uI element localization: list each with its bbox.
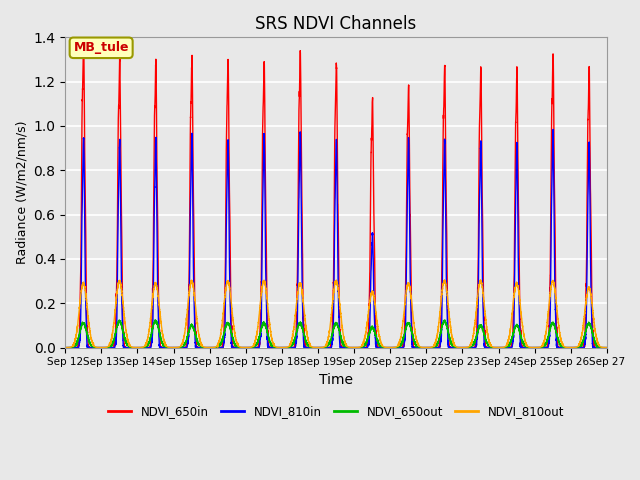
NDVI_650in xyxy=(80,35,88,40)
NDVI_810in xyxy=(172,345,179,350)
NDVI_810out xyxy=(177,343,185,348)
NDVI_810in xyxy=(411,345,419,350)
NDVI_650out xyxy=(152,317,159,323)
NDVI_650out xyxy=(172,345,179,350)
NDVI_650out xyxy=(264,332,272,338)
NDVI_650in xyxy=(603,345,611,350)
NDVI_810in xyxy=(488,345,495,350)
NDVI_810in xyxy=(177,345,185,350)
NDVI_810in xyxy=(61,345,69,350)
NDVI_810out xyxy=(411,326,419,332)
NDVI_810in xyxy=(549,127,557,132)
Line: NDVI_650out: NDVI_650out xyxy=(65,320,607,348)
Text: MB_tule: MB_tule xyxy=(74,41,129,54)
NDVI_810out xyxy=(603,345,611,350)
NDVI_810out xyxy=(601,345,609,350)
NDVI_810out xyxy=(61,345,69,350)
Line: NDVI_810in: NDVI_810in xyxy=(65,130,607,348)
NDVI_650out xyxy=(61,345,69,350)
NDVI_650in xyxy=(61,345,69,350)
NDVI_650in xyxy=(177,345,185,350)
NDVI_650in xyxy=(488,345,495,350)
NDVI_810out xyxy=(488,344,495,349)
Title: SRS NDVI Channels: SRS NDVI Channels xyxy=(255,15,417,33)
NDVI_810out xyxy=(441,277,449,283)
NDVI_650out xyxy=(488,345,495,350)
X-axis label: Time: Time xyxy=(319,373,353,387)
NDVI_650out xyxy=(601,345,609,350)
NDVI_810in xyxy=(264,344,272,350)
NDVI_650out xyxy=(177,344,185,350)
Line: NDVI_810out: NDVI_810out xyxy=(65,280,607,348)
NDVI_810in xyxy=(603,345,611,350)
NDVI_650in xyxy=(264,334,272,339)
Line: NDVI_650in: NDVI_650in xyxy=(65,37,607,348)
Legend: NDVI_650in, NDVI_810in, NDVI_650out, NDVI_810out: NDVI_650in, NDVI_810in, NDVI_650out, NDV… xyxy=(103,400,569,422)
NDVI_650in xyxy=(602,345,609,350)
NDVI_650in xyxy=(61,345,69,350)
NDVI_650out xyxy=(411,341,419,347)
NDVI_650out xyxy=(603,345,611,350)
NDVI_810in xyxy=(602,345,609,350)
NDVI_810out xyxy=(264,306,272,312)
NDVI_810out xyxy=(172,345,179,350)
NDVI_650in xyxy=(411,345,419,350)
NDVI_650in xyxy=(172,345,179,350)
NDVI_810in xyxy=(63,345,70,350)
Y-axis label: Radiance (W/m2/nm/s): Radiance (W/m2/nm/s) xyxy=(15,121,28,264)
